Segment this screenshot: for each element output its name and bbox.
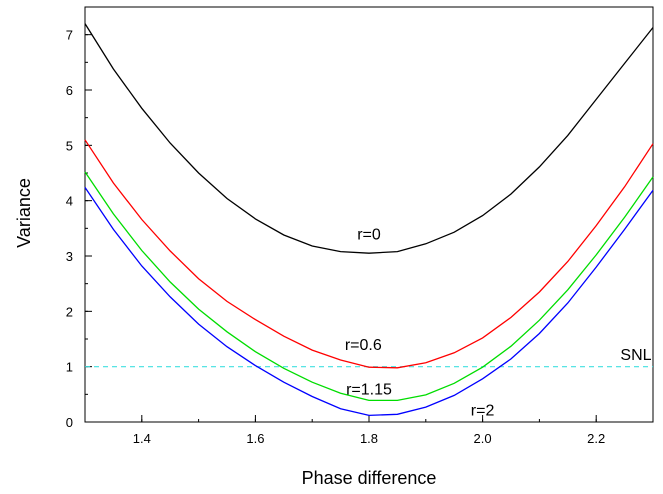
- x-tick-label: 1.4: [133, 431, 151, 446]
- y-tick-label: 0: [66, 415, 73, 430]
- y-tick-label: 1: [66, 360, 73, 375]
- y-tick-label: 5: [66, 138, 73, 153]
- series-line-r-0: [84, 23, 654, 254]
- annotation-label: r=0: [357, 226, 381, 243]
- y-tick-label: 4: [66, 194, 73, 209]
- series-line-r-0-6: [84, 139, 654, 369]
- y-tick-label: 3: [66, 249, 73, 264]
- annotation-label: r=0.6: [345, 337, 382, 354]
- plot-frame: [84, 6, 654, 423]
- x-tick-label: 1.8: [360, 431, 378, 446]
- x-axis-title: Phase difference: [302, 468, 437, 488]
- x-tick-label: 1.6: [246, 431, 264, 446]
- y-axis-title: Variance: [14, 178, 34, 248]
- series-line-r-2: [84, 187, 654, 417]
- y-tick-label: 6: [66, 83, 73, 98]
- x-tick-label: 2.2: [587, 431, 605, 446]
- series-line-r-1-15: [84, 171, 654, 402]
- annotation-label: r=2: [471, 402, 495, 419]
- x-tick-label: 2.0: [474, 431, 492, 446]
- y-tick-label: 2: [66, 304, 73, 319]
- y-tick-label: 7: [66, 28, 73, 43]
- plot-area: 1.4 1.6 1.8 2.0 2.2 0 1 2 3 4 5 6 7 r=0 r=0.6 r=1.15 r=2…: [66, 6, 654, 446]
- annotation-label: SNL: [620, 347, 651, 364]
- annotation-label: r=1.15: [346, 381, 392, 398]
